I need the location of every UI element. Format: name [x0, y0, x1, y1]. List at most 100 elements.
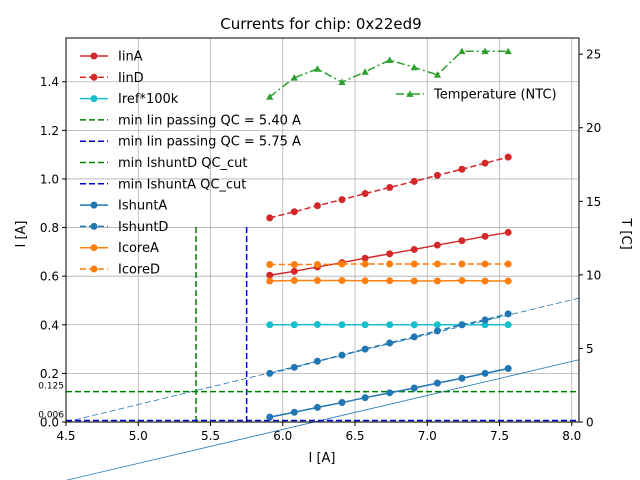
y-tick-label: 1.2 [40, 124, 59, 138]
data-point-ishuntd [433, 327, 441, 335]
y2-axis-label: T [C] [618, 217, 633, 249]
data-point-icored [266, 261, 274, 269]
data-point-ishunta [313, 403, 321, 411]
x-tick-label: 5.5 [201, 429, 220, 443]
legend-marker-temperature-ntc [406, 90, 414, 97]
x-axis-label: I [A] [308, 451, 335, 466]
y-tick-label: 0.0 [40, 416, 59, 430]
x-tick-label: 4.5 [56, 429, 75, 443]
data-point-iina [433, 241, 441, 249]
data-point-ishunta [361, 394, 369, 402]
data-point-iina [410, 245, 418, 253]
legend-right: Temperature (NTC) [396, 88, 557, 103]
data-point-temperature [410, 63, 418, 71]
data-point-temperature [504, 47, 512, 55]
series-line-iind [269, 156, 509, 219]
y2-tick-label: 20 [586, 121, 601, 135]
data-point-icored [481, 260, 489, 268]
data-point-ishunta [266, 413, 274, 421]
threshold-label-0-006: 0.006 [38, 411, 64, 421]
data-point-temperature [433, 71, 441, 78]
data-point-ishuntd [410, 333, 418, 341]
data-point-iref-100k [361, 321, 369, 329]
data-point-iina [504, 228, 512, 236]
data-point-icorea [458, 277, 466, 285]
data-point-iind [458, 165, 466, 173]
plot-content [65, 47, 580, 480]
axes-ticks: 4.5 5.0 5.5 6.0 6.5 7.0 7.5 8.0 0.0 0.2 0.4 0.6 0.8 1… [38, 48, 601, 443]
legend-main: IinA IinD Iref*100k min Iin passing QC = 5.… [80, 50, 301, 278]
y-tick-label: 0.6 [40, 270, 59, 284]
data-point-ishunta [458, 374, 466, 382]
y-tick-label: 0.8 [40, 221, 59, 235]
data-point-icorea [290, 277, 298, 285]
legend-label-min-iin-passing-qc-5-75-a: min Iin passing QC = 5.75 A [118, 135, 301, 150]
data-point-iref-100k [313, 321, 321, 329]
y2-tick-label: 5 [586, 342, 594, 356]
data-point-temperature [386, 56, 394, 63]
data-point-temperature [313, 65, 322, 72]
data-point-ishunta [338, 399, 346, 407]
legend-marker-icorea [90, 244, 98, 252]
data-point-iina [386, 250, 394, 258]
series-line-ishuntd [269, 313, 509, 375]
data-point-icored [313, 261, 321, 269]
data-point-iind [433, 171, 441, 179]
x-tick-label: 8.0 [562, 429, 581, 443]
legend-label-temperature-ntc: Temperature (NTC) [433, 88, 557, 103]
data-point-temperature [361, 68, 369, 75]
data-point-temperature [290, 74, 298, 81]
legend-label-iina: IinA [118, 50, 143, 65]
legend-marker-iref-100k [90, 95, 98, 103]
data-point-iina [481, 232, 489, 240]
data-point-iina [266, 271, 274, 279]
x-tick-label: 6.5 [345, 429, 364, 443]
legend-marker-icored [90, 265, 98, 273]
data-point-ishunta [504, 365, 512, 373]
data-point-iref-100k [266, 321, 274, 329]
data-point-iind [410, 177, 418, 185]
data-point-icorea [361, 277, 369, 285]
x-tick-label: 5.0 [129, 429, 148, 443]
data-point-icored [338, 260, 346, 268]
data-point-icored [386, 260, 394, 268]
data-point-temperature [481, 47, 489, 55]
legend-label-ishuntd: IshuntD [118, 220, 168, 235]
data-point-iref-100k [504, 321, 512, 329]
threshold-label-0-125: 0.125 [38, 382, 64, 392]
series-line-temperature [269, 50, 509, 98]
data-point-ishunta [481, 369, 489, 377]
data-point-iref-100k [410, 321, 418, 329]
x-tick-label: 7.5 [490, 429, 509, 443]
y2-tick-label: 15 [586, 195, 601, 209]
data-point-iref-100k [290, 321, 298, 329]
legend-label-iref-100k: Iref*100k [118, 92, 179, 107]
legend-marker-ishunta [90, 201, 98, 209]
chart-title: Currents for chip: 0x22ed9 [220, 15, 421, 33]
y-axis-label: I [A] [14, 220, 29, 247]
legend-marker-ishuntd [90, 222, 98, 230]
data-point-ishuntd [458, 321, 466, 329]
x-tick-label: 6.0 [273, 429, 292, 443]
data-point-icored [410, 260, 418, 268]
data-point-iind [361, 190, 369, 198]
data-point-ishuntd [481, 316, 489, 324]
y2-tick-label: 10 [586, 268, 601, 282]
data-point-iref-100k [386, 321, 394, 329]
data-point-iind [290, 208, 298, 216]
data-point-icorea [410, 277, 418, 285]
data-point-iind [481, 159, 489, 167]
legend-label-icored: IcoreD [118, 263, 160, 278]
data-point-iina [290, 267, 298, 275]
data-point-icorea [433, 277, 441, 285]
legend-label-min-iin-passing-qc-5-40-a: min Iin passing QC = 5.40 A [118, 113, 301, 128]
data-point-ishuntd [361, 345, 369, 353]
legend-marker-iina [90, 52, 98, 60]
y2-tick-label: 0 [586, 416, 594, 430]
y-tick-label: 0.4 [40, 318, 59, 332]
data-point-icored [458, 260, 466, 268]
data-point-icorea [338, 277, 346, 285]
data-point-ishuntd [290, 363, 298, 371]
data-point-icorea [313, 277, 321, 285]
